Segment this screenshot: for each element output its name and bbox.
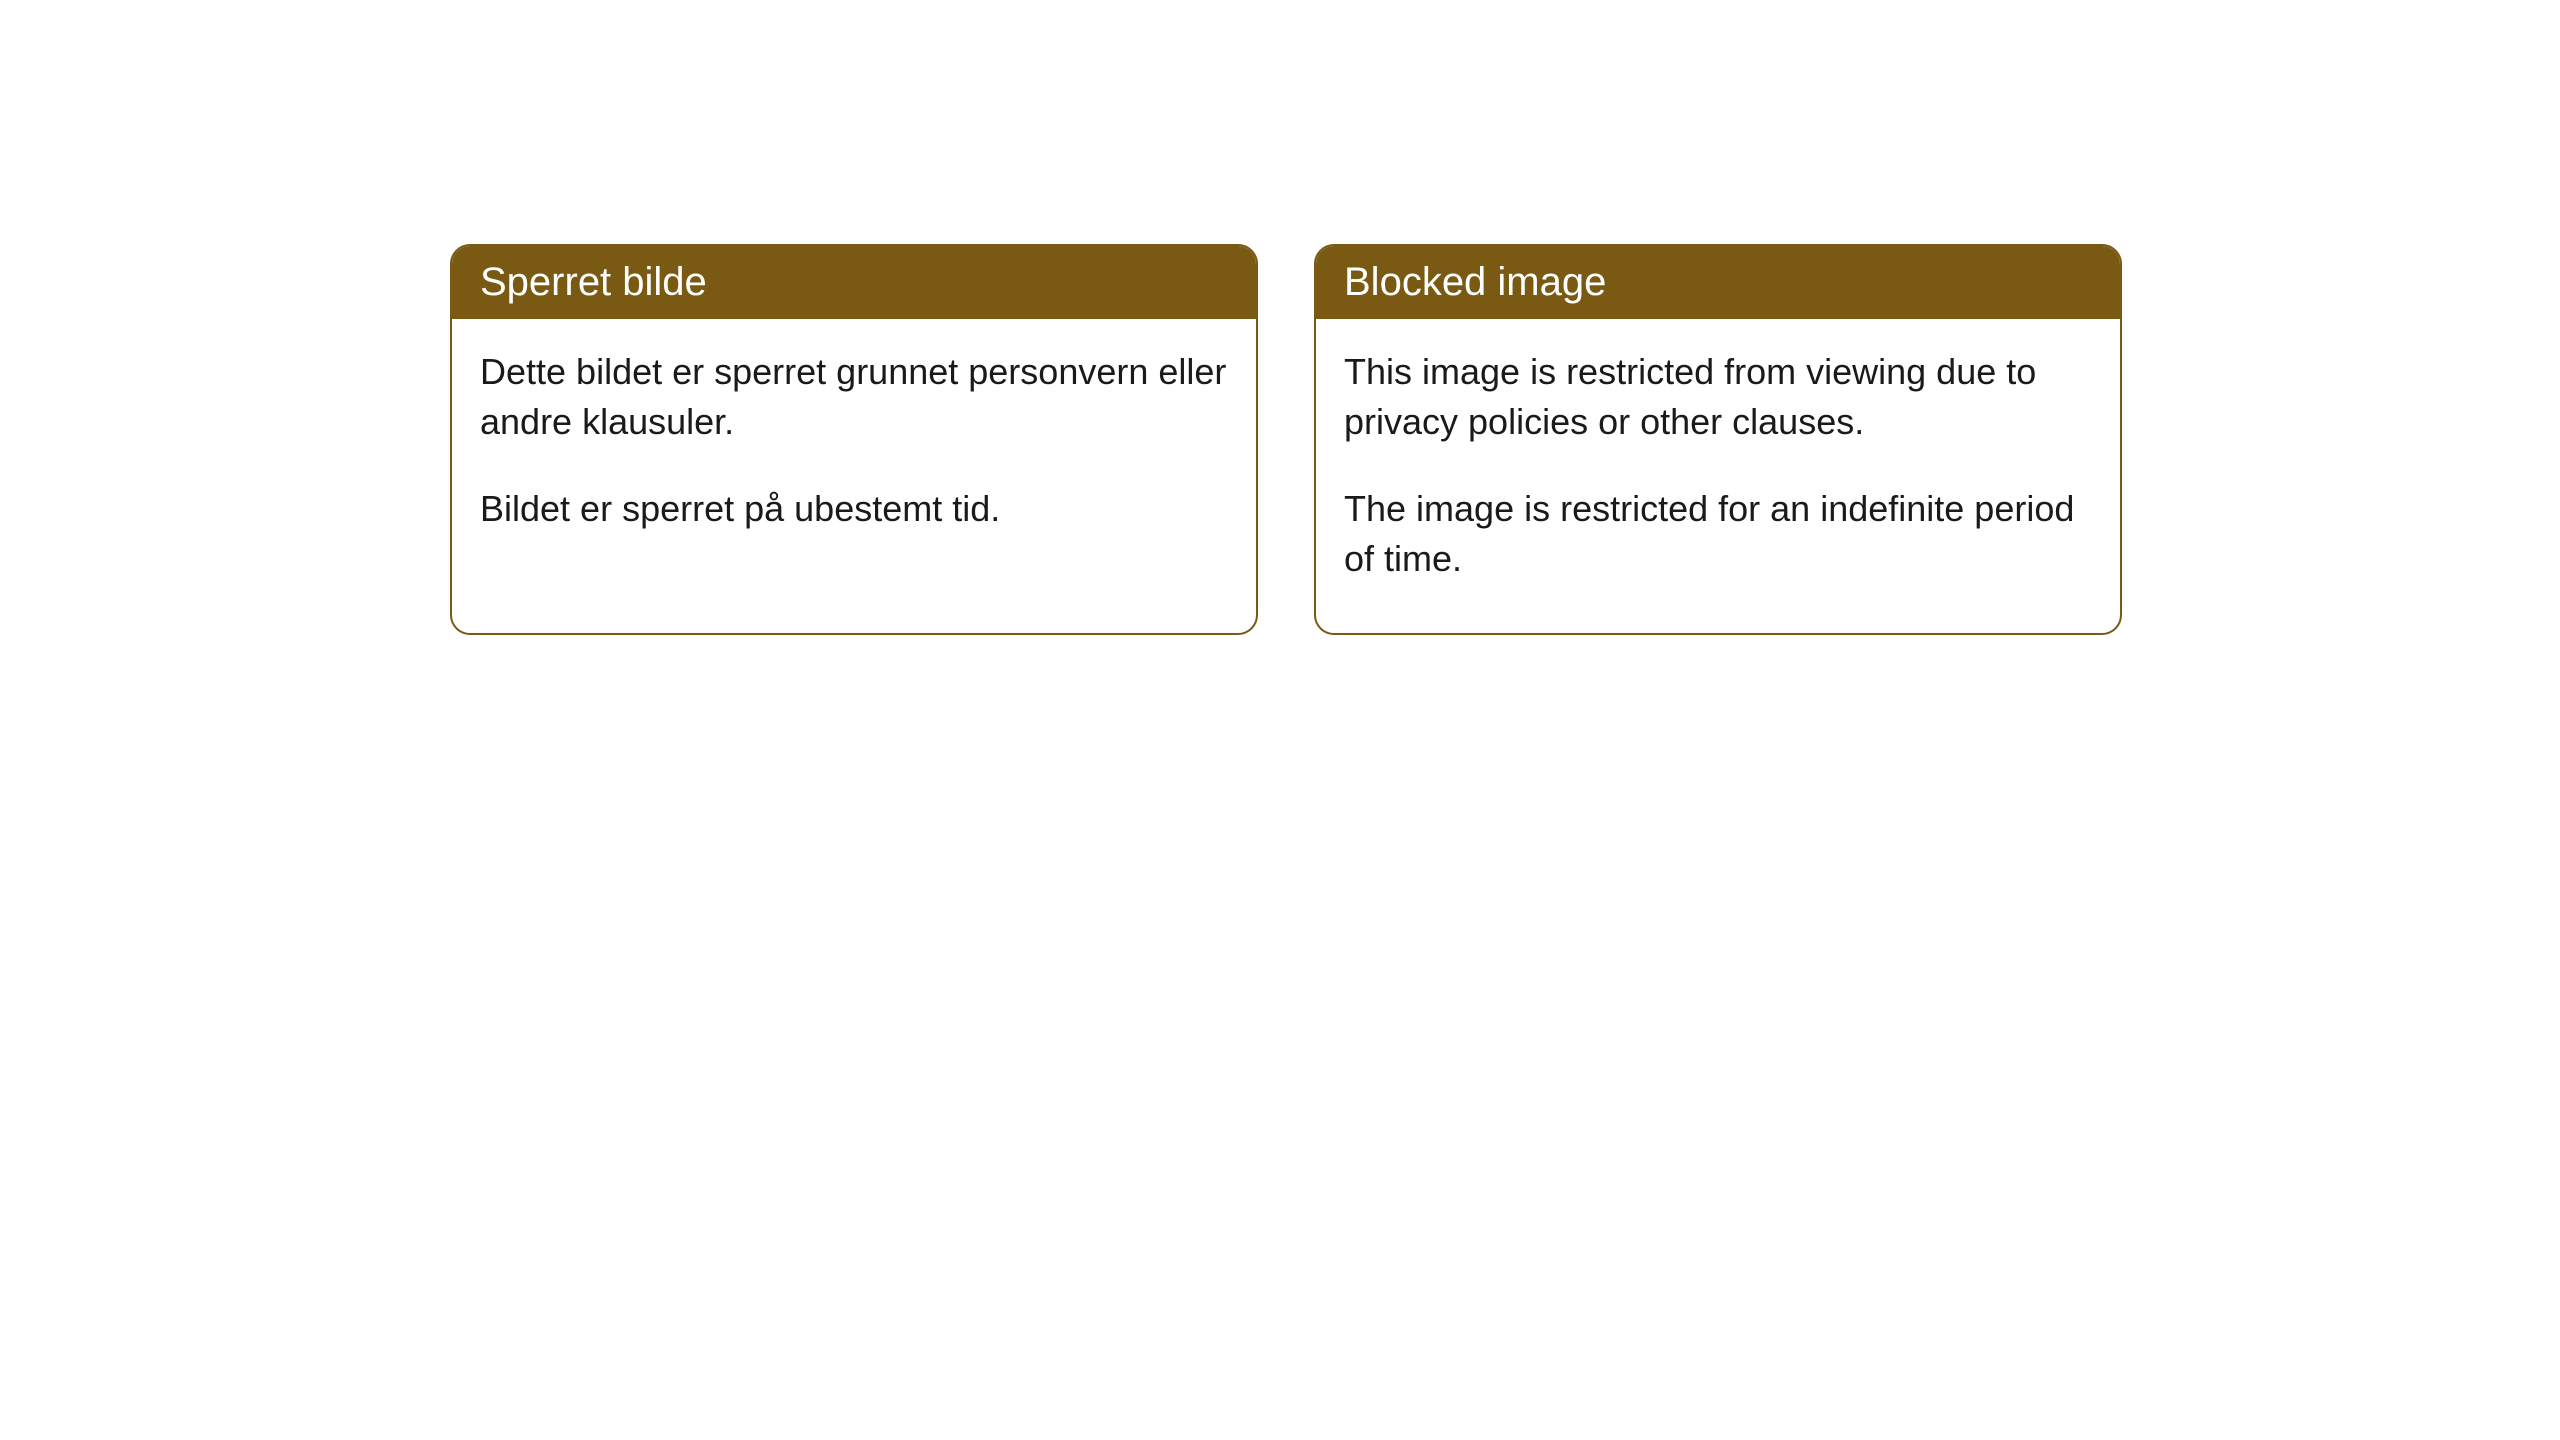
card-header: Sperret bilde	[452, 246, 1256, 319]
blocked-image-card-norwegian: Sperret bilde Dette bildet er sperret gr…	[450, 244, 1258, 635]
cards-container: Sperret bilde Dette bildet er sperret gr…	[450, 244, 2122, 635]
card-paragraph: Bildet er sperret på ubestemt tid.	[480, 484, 1228, 534]
card-title: Blocked image	[1344, 260, 1606, 304]
card-paragraph: This image is restricted from viewing du…	[1344, 347, 2092, 448]
card-title: Sperret bilde	[480, 260, 707, 304]
card-body: This image is restricted from viewing du…	[1316, 319, 2120, 633]
card-paragraph: Dette bildet er sperret grunnet personve…	[480, 347, 1228, 448]
blocked-image-card-english: Blocked image This image is restricted f…	[1314, 244, 2122, 635]
card-paragraph: The image is restricted for an indefinit…	[1344, 484, 2092, 585]
card-body: Dette bildet er sperret grunnet personve…	[452, 319, 1256, 582]
card-header: Blocked image	[1316, 246, 2120, 319]
